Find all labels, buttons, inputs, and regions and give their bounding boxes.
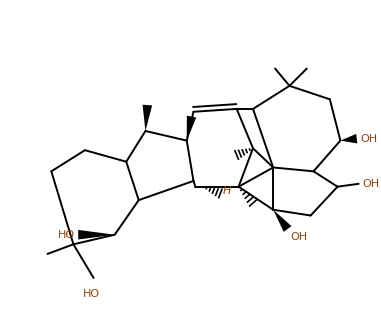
Text: OH: OH [290, 232, 307, 242]
Text: OH: OH [360, 134, 378, 144]
Polygon shape [142, 105, 152, 131]
Polygon shape [273, 210, 291, 232]
Polygon shape [340, 134, 357, 144]
Text: HO: HO [83, 290, 100, 299]
Text: OH: OH [362, 179, 379, 189]
Text: HO: HO [58, 230, 75, 240]
Polygon shape [187, 116, 196, 141]
Text: H: H [222, 185, 231, 196]
Polygon shape [78, 230, 115, 240]
